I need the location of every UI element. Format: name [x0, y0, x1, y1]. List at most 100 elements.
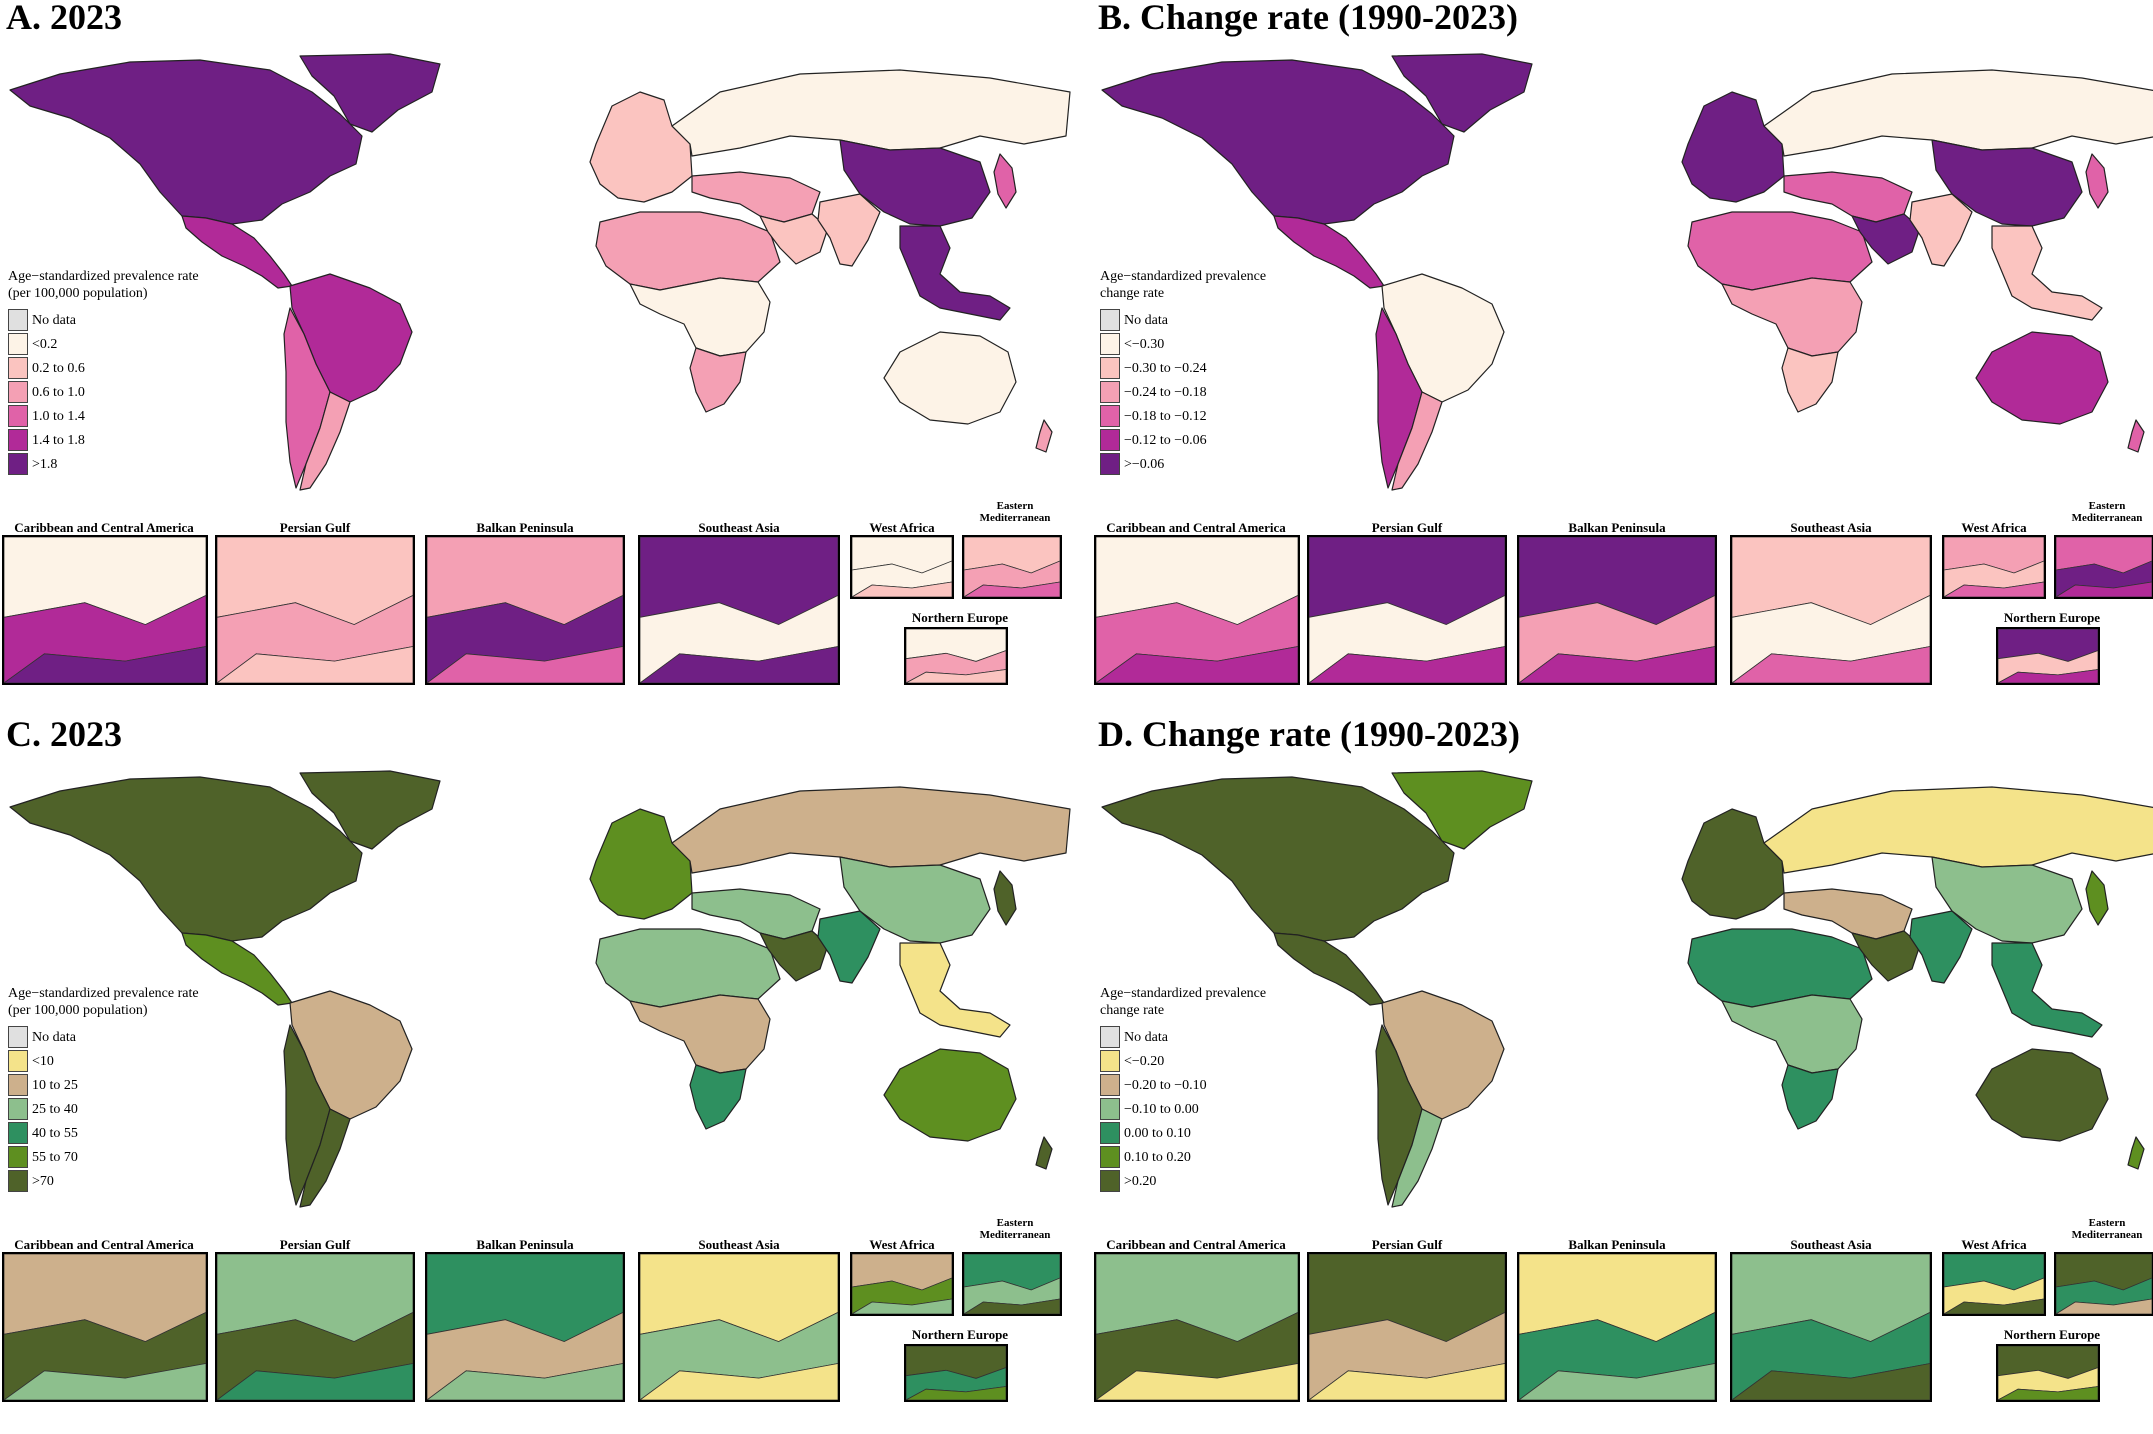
legend-label: <−0.20: [1124, 1053, 1165, 1069]
region-china: [1931, 139, 2083, 227]
inset-map-west-africa: [850, 1252, 954, 1316]
region-australia: [883, 331, 1017, 425]
legend-swatch: [1100, 309, 1120, 331]
inset-map-southeast-asia: [638, 1252, 840, 1402]
inset-label-persian-gulf: Persian Gulf: [279, 1237, 351, 1252]
legend-label: >70: [32, 1173, 54, 1189]
region-sa-s: [1391, 391, 1443, 491]
inset-label-caribbean: Caribbean and Central America: [1106, 520, 1286, 535]
inset-region: [1096, 647, 1298, 683]
legend-label: <−0.30: [1124, 336, 1165, 352]
inset-map-west-africa: [1942, 1252, 2046, 1316]
legend-item: >−0.06: [1100, 452, 1266, 476]
inset-region: [1309, 1364, 1505, 1400]
region-sa-w: [283, 307, 331, 489]
inset-map-eastern-med: [2054, 1252, 2153, 1316]
region-sea: [1991, 942, 2103, 1038]
inset-map-northern-europe: [1996, 1344, 2100, 1402]
legend-swatch: [8, 1050, 28, 1072]
legend-title: Age−standardized prevalence rate (per 10…: [8, 986, 199, 1018]
inset-label-persian-gulf: Persian Gulf: [1371, 1237, 1443, 1252]
inset-region: [4, 1364, 206, 1400]
legend-label: 0.10 to 0.20: [1124, 1149, 1191, 1165]
legend-swatch: [1100, 429, 1120, 451]
region-australia: [883, 1048, 1017, 1142]
legend-label: 1.4 to 1.8: [32, 432, 85, 448]
legend-label: >−0.06: [1124, 456, 1165, 472]
region-ca: [1273, 215, 1385, 289]
panel-title: C. 2023: [6, 714, 122, 754]
legend-item: 0.00 to 0.10: [1100, 1121, 1266, 1145]
inset-label-northern-europe: Northern Europe: [911, 1327, 1009, 1342]
region-africa-n: [1687, 211, 1873, 291]
region-africa-s: [689, 1064, 747, 1130]
legend-item: <−0.20: [1100, 1049, 1266, 1073]
region-japan: [993, 153, 1017, 209]
world-map: [9, 53, 1071, 491]
legend-swatch: [1100, 357, 1120, 379]
inset-label-eastern-med: Eastern Mediterranean: [2071, 1217, 2143, 1241]
region-japan: [2085, 153, 2109, 209]
region-arabia: [1851, 930, 1921, 982]
inset-region: [640, 647, 838, 683]
world-map: [9, 770, 1071, 1208]
inset-label-caribbean: Caribbean and Central America: [14, 1237, 194, 1252]
inset-label-northern-europe: Northern Europe: [2003, 610, 2101, 625]
legend-swatch: [1100, 1170, 1120, 1192]
inset-label-west-africa: West Africa: [869, 1237, 935, 1252]
inset-region: [906, 1387, 1006, 1400]
map-legend: Age−standardized prevalence change rate …: [1100, 985, 1266, 1193]
panel-b: B. Change rate (1990-2023) Age−standardi…: [1092, 0, 2153, 717]
legend-label: −0.18 to −0.12: [1124, 408, 1207, 424]
region-china: [839, 139, 991, 227]
panel-d: D. Change rate (1990-2023) Age−standardi…: [1092, 714, 2153, 1434]
inset-region: [852, 1299, 952, 1314]
legend-swatch: [8, 333, 28, 355]
inset-region: [1519, 1364, 1715, 1400]
inset-region: [640, 1364, 838, 1400]
inset-label-eastern-med: Eastern Mediterranean: [2071, 500, 2143, 524]
legend-item: −0.20 to −0.10: [1100, 1073, 1266, 1097]
inset-region: [964, 582, 1060, 597]
region-nz: [1035, 419, 1053, 453]
legend-item: 0.10 to 0.20: [1100, 1145, 1266, 1169]
inset-map-northern-europe: [1996, 627, 2100, 685]
inset-label-northern-europe: Northern Europe: [2003, 1327, 2101, 1342]
legend-label: >1.8: [32, 456, 58, 472]
region-india: [1909, 910, 1973, 984]
region-india: [1909, 193, 1973, 267]
inset-label-southeast-asia: Southeast Asia: [698, 520, 780, 535]
region-africa-n: [595, 211, 781, 291]
legend-swatch: [8, 1026, 28, 1048]
region-africa-s: [689, 347, 747, 413]
inset-map-caribbean: [2, 1252, 208, 1402]
legend-swatch: [8, 381, 28, 403]
region-russia: [671, 786, 1071, 874]
region-africa-s: [1781, 1064, 1839, 1130]
legend-label: −0.12 to −0.06: [1124, 432, 1207, 448]
legend-label: 40 to 55: [32, 1125, 78, 1141]
region-ca: [1273, 932, 1385, 1006]
legend-swatch: [8, 405, 28, 427]
world-map: [1101, 770, 2153, 1208]
inset-label-eastern-med: Eastern Mediterranean: [979, 1217, 1051, 1241]
inset-map-balkan: [425, 535, 625, 685]
inset-label-west-africa: West Africa: [1961, 1237, 2027, 1252]
legend-swatch: [8, 1074, 28, 1096]
map-legend: Age−standardized prevalence rate (per 10…: [8, 985, 199, 1193]
region-japan: [2085, 870, 2109, 926]
legend-label: 1.0 to 1.4: [32, 408, 85, 424]
region-na: [9, 776, 363, 942]
region-russia: [671, 69, 1071, 157]
region-nz: [2127, 1136, 2145, 1170]
inset-map-eastern-med: [962, 1252, 1062, 1316]
legend-swatch: [8, 1098, 28, 1120]
region-africa-s: [1781, 347, 1839, 413]
inset-region: [852, 582, 952, 597]
region-europe: [589, 91, 693, 203]
inset-map-balkan: [1517, 1252, 1717, 1402]
inset-region: [427, 647, 623, 683]
legend-swatch: [1100, 453, 1120, 475]
region-na: [9, 59, 363, 225]
inset-map-balkan: [1517, 535, 1717, 685]
